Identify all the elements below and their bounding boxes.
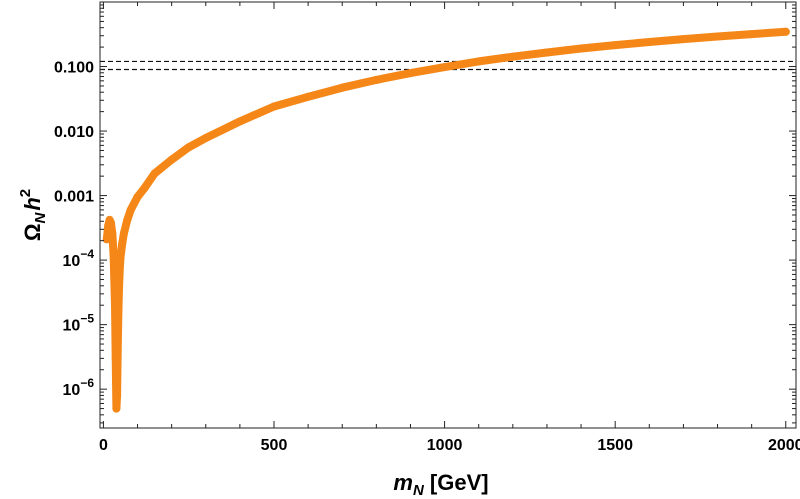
x-tick-label: 1000 <box>427 437 463 454</box>
data-point <box>474 57 483 66</box>
data-point <box>108 229 117 238</box>
data-point <box>304 92 313 101</box>
data-point <box>372 75 381 84</box>
data-point <box>113 346 122 355</box>
data-point <box>338 83 347 92</box>
data-point <box>235 117 244 126</box>
data-point <box>116 253 125 262</box>
data-point <box>106 218 115 227</box>
data-point <box>109 251 118 259</box>
data-point <box>119 229 128 238</box>
x-tick-label: 0 <box>99 437 108 454</box>
x-tick-label: 1500 <box>597 437 633 454</box>
data-point <box>611 41 620 50</box>
data-point <box>679 35 688 44</box>
data-point <box>440 63 449 72</box>
data-point <box>102 235 111 244</box>
data-point <box>184 143 193 152</box>
x-axis-title: mN [GeV] <box>393 470 488 499</box>
data-point <box>112 404 121 413</box>
data-point <box>111 301 119 310</box>
series-band-relic-density <box>102 27 790 413</box>
data-point <box>133 193 142 201</box>
x-tick-label: 500 <box>261 437 288 454</box>
data-point <box>713 32 722 41</box>
data-point <box>140 184 149 193</box>
data-point <box>577 44 586 53</box>
y-tick-label: 0.100 <box>54 60 94 77</box>
data-point <box>201 134 210 142</box>
data-point <box>118 239 127 248</box>
data-point <box>270 102 278 111</box>
data-point <box>115 281 124 290</box>
data-point <box>645 38 654 46</box>
data-point <box>113 391 122 400</box>
data-point <box>542 48 551 57</box>
x-tick-label: 2000 <box>768 437 800 454</box>
data-point <box>111 354 120 363</box>
y-tick-label: 10−5 <box>63 312 95 335</box>
y-tick-label: 0.001 <box>54 189 94 206</box>
data-point <box>781 27 790 36</box>
data-series <box>102 27 790 413</box>
y-tick-label: 10−6 <box>63 376 95 399</box>
y-axis-ticks: 0.100 0.010 0.001 10−4 10−5 10−6 <box>54 1 796 424</box>
x-axis-ticks: 0 500 1000 1500 2000 <box>99 2 800 454</box>
data-point <box>115 264 124 273</box>
data-point <box>508 52 517 61</box>
y-tick-label: 10−4 <box>63 247 95 270</box>
data-point <box>114 307 123 316</box>
y-axis-title: ΩNh2 <box>17 189 49 241</box>
data-point <box>150 169 159 178</box>
data-point <box>167 155 176 164</box>
y-tick-label: 0.010 <box>54 124 94 141</box>
data-point <box>126 205 135 214</box>
data-point <box>747 30 756 39</box>
data-point <box>406 69 415 78</box>
data-point <box>123 215 132 224</box>
